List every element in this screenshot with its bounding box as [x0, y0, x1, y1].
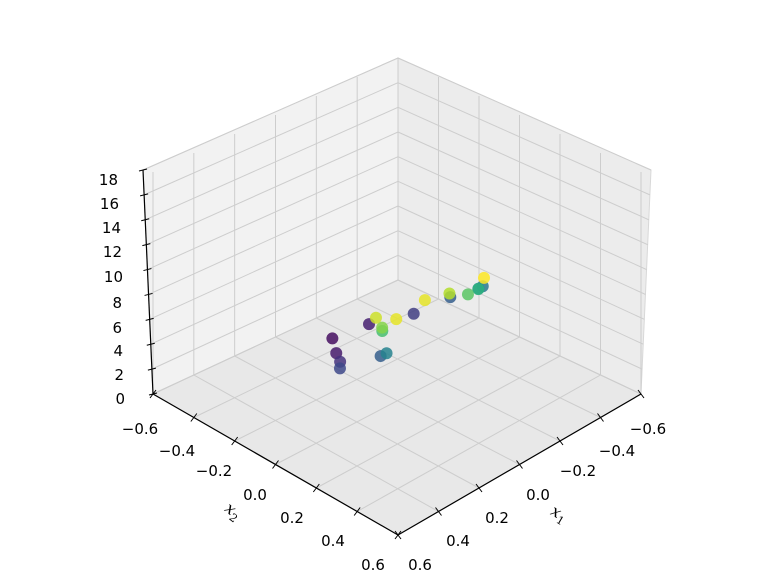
left-wall-horizontal-grid-line: [151, 254, 399, 370]
scatter-point: [380, 347, 393, 360]
x2-tick-mark: [312, 483, 320, 493]
x1-tick-label: −0.2: [560, 462, 596, 480]
z-tick-mark: [144, 292, 153, 296]
z-tick-label: 0: [115, 390, 125, 408]
right-wall-horizontal-grid-line: [397, 131, 648, 246]
z-axis-line: [142, 169, 154, 395]
x2-tick-label: −0.4: [159, 442, 195, 460]
right-wall-horizontal-grid-line: [397, 279, 642, 395]
left-wall-horizontal-grid-line: [148, 180, 399, 295]
right-wall-horizontal-grid-line: [397, 156, 647, 271]
right-wall-horizontal-grid-line: [397, 230, 644, 345]
x1-tick-mark: [475, 483, 483, 493]
right-wall-horizontal-grid-line: [397, 106, 649, 221]
x2-tick-mark: [272, 460, 279, 469]
x1-tick-label: −0.6: [630, 420, 666, 438]
x1-axis-ticks: −0.6 −0.4 −0.2 0.0 0.2 0.4 0.6: [408, 420, 666, 574]
z-axis-ticks: 18 16 14 12 10 8 6 4 2 0: [99, 171, 125, 408]
x2-axis-ticks: −0.6 −0.4 −0.2 0.0 0.2 0.4 0.6: [122, 420, 385, 574]
scatter-point: [407, 307, 420, 320]
x2-axis-label: x2: [219, 498, 245, 525]
x2-tick-label: −0.2: [196, 462, 232, 480]
x1-tick-label: 0.0: [526, 486, 550, 504]
x1-tick-mark: [394, 530, 402, 540]
x2-tick-label: 0.4: [321, 532, 345, 550]
scatter-point: [418, 294, 431, 307]
x1-tick-label: 0.6: [408, 556, 432, 574]
z-tick-mark: [141, 218, 150, 222]
grid-lines: [142, 57, 652, 536]
x2-tick-label: 0.2: [280, 509, 304, 527]
x1-axis-label: x1: [546, 501, 571, 528]
x1-tick-mark: [556, 436, 564, 446]
x2-tick-label: 0.0: [243, 486, 267, 504]
z-tick-label: 10: [104, 268, 123, 286]
right-wall-horizontal-grid-line: [397, 254, 643, 370]
left-wall-horizontal-grid-line: [152, 279, 399, 395]
left-wall-horizontal-grid-line: [147, 156, 399, 271]
left-wall-horizontal-grid-line: [145, 106, 399, 221]
left-wall-horizontal-grid-line: [143, 82, 399, 196]
z-tick-label: 16: [100, 195, 119, 213]
x1-tick-mark: [597, 413, 604, 422]
z-tick-label: 8: [112, 294, 122, 312]
x2-tick-label: 0.6: [361, 556, 385, 574]
z-tick-mark: [142, 243, 151, 247]
x2-tick-mark: [231, 436, 239, 446]
scatter-points: [326, 271, 490, 375]
x2-tick-mark: [353, 507, 361, 516]
scatter-point: [333, 362, 346, 375]
floor-grid-line: [193, 374, 439, 512]
scatter-point: [390, 313, 403, 326]
scatter-point: [477, 271, 490, 284]
x1-tick-label: 0.2: [485, 509, 509, 527]
x2-tick-label: −0.6: [122, 420, 158, 438]
tick-marks: [138, 168, 645, 540]
z-tick-label: 4: [113, 342, 123, 360]
z-tick-label: 12: [103, 243, 122, 261]
z-tick-mark: [145, 317, 154, 321]
z-tick-mark: [143, 268, 152, 272]
z-tick-mark: [146, 342, 155, 346]
z-tick-mark: [147, 367, 157, 371]
x1-tick-mark: [637, 389, 645, 399]
z-tick-label: 18: [99, 171, 118, 189]
x1-tick-label: 0.4: [446, 532, 470, 550]
left-wall-horizontal-grid-line: [142, 57, 399, 171]
scatter-point: [461, 288, 474, 301]
scatter-point: [443, 287, 456, 300]
right-wall-horizontal-grid-line: [397, 57, 652, 171]
x2-tick-mark: [190, 413, 198, 422]
x1-tick-label: −0.4: [599, 442, 635, 460]
z-tick-label: 2: [114, 366, 124, 384]
scatter-point: [369, 311, 382, 324]
z-tick-label: 6: [112, 319, 122, 337]
right-wall-horizontal-grid-line: [397, 180, 646, 295]
scatter-point: [376, 321, 389, 334]
x1-tick-mark: [516, 460, 523, 469]
right-wall-horizontal-grid-line: [397, 205, 645, 320]
left-wall-horizontal-grid-line: [150, 230, 399, 345]
x1-tick-mark: [435, 507, 442, 516]
scatter-point: [326, 332, 339, 345]
right-wall-horizontal-grid-line: [397, 82, 651, 196]
left-wall-horizontal-grid-line: [146, 131, 399, 246]
z-tick-label: 14: [102, 219, 121, 237]
left-wall-horizontal-grid-line: [149, 205, 399, 320]
z-tick-mark: [138, 168, 148, 172]
z-tick-mark: [139, 193, 149, 197]
scatter-point: [472, 283, 485, 296]
x2-tick-mark: [149, 389, 157, 399]
